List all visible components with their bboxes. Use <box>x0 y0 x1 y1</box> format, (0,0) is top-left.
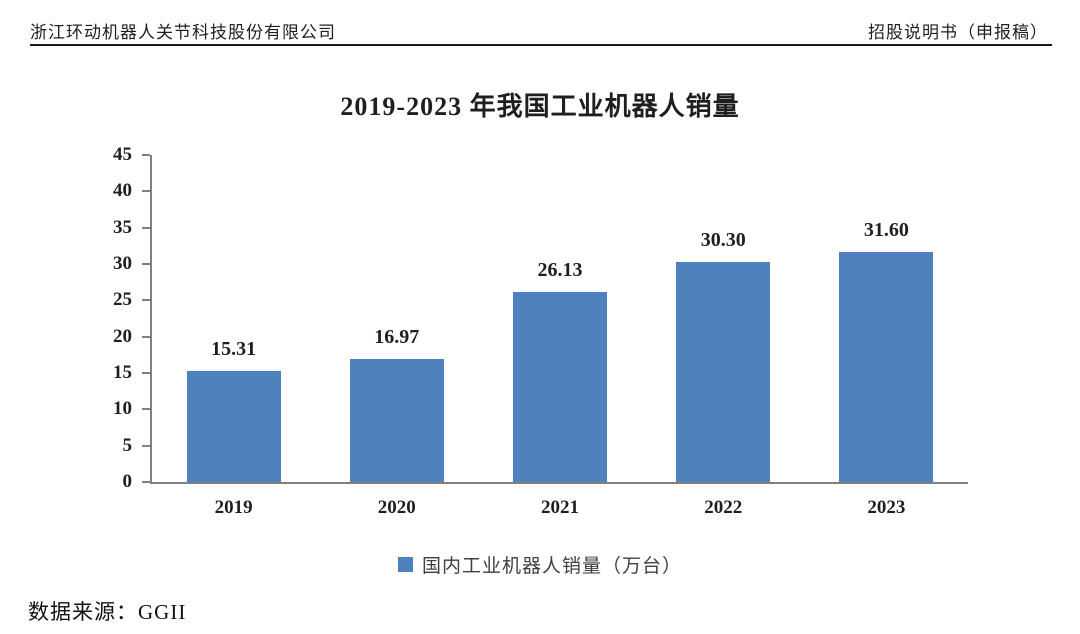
bar-value-label: 16.97 <box>374 325 420 348</box>
header-doc-type: 招股说明书（申报稿） <box>868 23 1048 42</box>
chart-legend: 国内工业机器人销量（万台） <box>0 551 1080 578</box>
y-axis-tick-label: 0 <box>122 471 133 492</box>
bar-2023 <box>839 252 934 482</box>
bar-2019 <box>186 370 281 482</box>
legend-label: 国内工业机器人销量（万台） <box>421 556 682 577</box>
data-source-note: 数据来源：GGII <box>28 600 187 624</box>
header-divider <box>30 44 1052 46</box>
x-axis-tick-label: 2020 <box>377 497 416 518</box>
bar-2020 <box>349 358 444 482</box>
y-axis-tick <box>142 481 150 483</box>
x-axis-tick-label: 2023 <box>867 497 906 518</box>
y-axis-tick <box>142 263 150 265</box>
y-axis-tick-label: 20 <box>113 325 132 347</box>
y-axis-tick-label: 30 <box>113 253 132 274</box>
bar-2022 <box>676 261 771 482</box>
bar-value-label: 15.31 <box>211 337 257 360</box>
y-axis-tick <box>142 335 150 338</box>
y-axis-tick <box>142 444 150 447</box>
y-axis-tick <box>142 154 150 156</box>
bar-2021 <box>513 292 607 482</box>
header-company-name: 浙江环动机器人关节科技股份有限公司 <box>30 23 336 42</box>
y-axis-line <box>150 155 152 484</box>
y-axis-tick-label: 35 <box>113 216 132 238</box>
y-axis-tick <box>142 226 150 229</box>
y-axis-tick-label: 15 <box>113 362 132 383</box>
x-axis-tick-label: 2019 <box>214 497 253 518</box>
y-axis-tick <box>142 408 150 411</box>
x-axis-tick-label: 2021 <box>541 497 579 518</box>
bar-value-label: 30.30 <box>700 228 746 251</box>
x-axis-tick-label: 2022 <box>704 497 743 518</box>
y-axis-tick-label: 25 <box>113 289 132 311</box>
x-axis-line <box>150 482 968 484</box>
y-axis-tick <box>142 190 150 193</box>
legend-swatch-icon <box>397 557 413 572</box>
y-axis-tick-label: 45 <box>113 144 132 165</box>
y-axis-tick <box>142 299 150 302</box>
bar-value-label: 26.13 <box>537 259 583 282</box>
y-axis-tick <box>142 372 150 374</box>
bar-value-label: 31.60 <box>863 219 909 242</box>
y-axis-tick-label: 5 <box>122 434 133 456</box>
y-axis-tick-label: 40 <box>113 180 132 202</box>
chart-title: 2019-2023 年我国工业机器人销量 <box>340 92 740 121</box>
y-axis-tick-label: 10 <box>113 398 132 420</box>
